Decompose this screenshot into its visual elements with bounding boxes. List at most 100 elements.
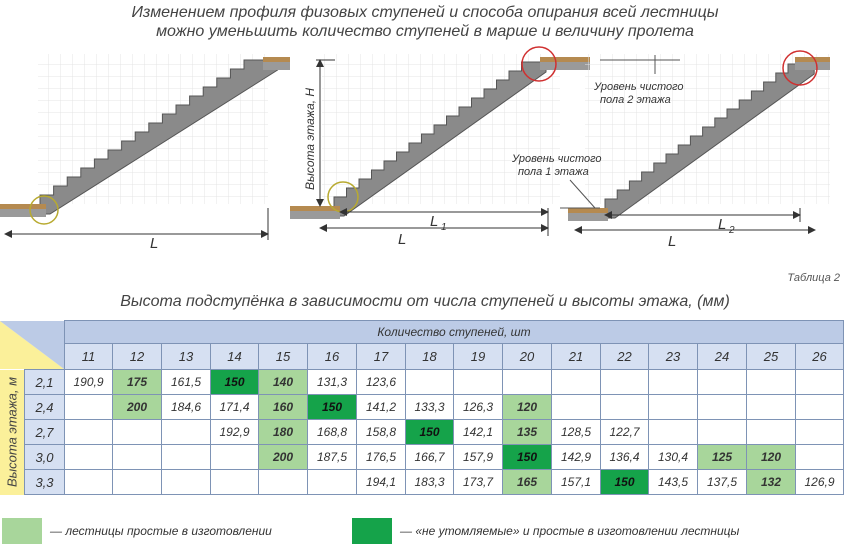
table-cell bbox=[551, 369, 601, 395]
column-header: 21 bbox=[551, 343, 601, 370]
row-header: 2,4 bbox=[24, 394, 65, 420]
column-header: 25 bbox=[746, 343, 796, 370]
table-cell: 168,8 bbox=[307, 419, 357, 445]
level-2-line-2: пола 2 этажа bbox=[600, 94, 671, 106]
table-cell: 141,2 bbox=[356, 394, 406, 420]
table-cell: 150 bbox=[502, 444, 552, 470]
table-cell: 173,7 bbox=[453, 469, 503, 495]
table-cell: 120 bbox=[746, 444, 796, 470]
row-header: 2,1 bbox=[24, 369, 65, 395]
table-cell: 143,5 bbox=[648, 469, 698, 495]
table-cell bbox=[795, 394, 844, 420]
table-cell: 150 bbox=[210, 369, 259, 395]
table-cell: 192,9 bbox=[210, 419, 259, 445]
table-row: Высота этажа, м 2,1 190,9 175 161,5 150 140 131… bbox=[0, 369, 844, 495]
table-cell: 150 bbox=[405, 419, 454, 445]
table-cell bbox=[161, 444, 211, 470]
table-cell bbox=[64, 419, 113, 445]
table-cell: 131,3 bbox=[307, 369, 357, 395]
table-cell: 158,8 bbox=[356, 419, 406, 445]
legend-dark-swatch bbox=[352, 518, 392, 544]
table-cell: 176,5 bbox=[356, 444, 406, 470]
table-cell bbox=[600, 369, 649, 395]
stair-diagrams: L Высота этажа, Н L L 1 L L 2 bbox=[0, 46, 830, 250]
table-cell: 157,1 bbox=[551, 469, 601, 495]
row-header: 3,3 bbox=[24, 469, 65, 495]
legend-light-swatch bbox=[2, 518, 42, 544]
column-header: 11 bbox=[64, 343, 113, 370]
column-header: 18 bbox=[405, 343, 454, 370]
row-group-header: Высота этажа, м bbox=[0, 369, 25, 495]
table-cell bbox=[697, 419, 747, 445]
level-2-annotation: Уровень чистого пола 2 этажа bbox=[593, 55, 684, 106]
table-cell bbox=[746, 369, 796, 395]
table-cell: 140 bbox=[258, 369, 308, 395]
table-cell: 150 bbox=[600, 469, 649, 495]
table-cell bbox=[210, 469, 259, 495]
table-cell: 187,5 bbox=[307, 444, 357, 470]
table-row: 3,0 200 187,5 176,5 166,7 157,9 150 142,9 136,4 1… bbox=[0, 444, 844, 470]
column-header: 12 bbox=[112, 343, 162, 370]
table-cell bbox=[697, 369, 747, 395]
table-cell bbox=[648, 394, 698, 420]
span-label-2b-sub: 1 bbox=[441, 222, 447, 233]
stair-diagram-3: L L 2 bbox=[568, 50, 830, 250]
table-caption: Таблица 2 bbox=[787, 272, 840, 284]
legend-light-text: — лестницы простые в изготовлении bbox=[50, 524, 272, 538]
table-cell bbox=[453, 369, 503, 395]
table-cell bbox=[210, 444, 259, 470]
table-row: 2,7 192,9 180 168,8 158,8 150 142,1 135 128,5 122… bbox=[0, 419, 844, 445]
column-header: 22 bbox=[600, 343, 649, 370]
table-cell: 132 bbox=[746, 469, 796, 495]
landing-highlight-circle-2 bbox=[521, 46, 557, 82]
column-group-header: Количество ступеней, шт bbox=[64, 320, 844, 344]
table-cell bbox=[795, 369, 844, 395]
table-cell bbox=[112, 469, 162, 495]
table-cell bbox=[795, 444, 844, 470]
table-cell: 165 bbox=[502, 469, 552, 495]
table-cell: 142,9 bbox=[551, 444, 601, 470]
table-cell: 133,3 bbox=[405, 394, 454, 420]
table-cell: 123,6 bbox=[356, 369, 406, 395]
stair-diagram-2: Высота этажа, Н L L 1 bbox=[290, 46, 590, 248]
level-1-annotation: Уровень чистого пола 1 этажа bbox=[511, 153, 602, 209]
span-label-1: L bbox=[150, 235, 158, 250]
riser-height-table: Количество ступеней, шт 11 12 13 14 15 16 17 18 1… bbox=[0, 320, 844, 495]
table-cell: 184,6 bbox=[161, 394, 211, 420]
table-cell: 128,5 bbox=[551, 419, 601, 445]
level-1-line-1: Уровень чистого bbox=[511, 153, 602, 165]
table-cell: 130,4 bbox=[648, 444, 698, 470]
row-group-label: Высота этажа, м bbox=[4, 376, 20, 488]
span-label-2: L bbox=[398, 231, 406, 248]
table-cell: 160 bbox=[258, 394, 308, 420]
column-header: 16 bbox=[307, 343, 357, 370]
legend-dark-text: — «не утомляемые» и простые в изготовлен… bbox=[400, 524, 740, 538]
table-cell bbox=[161, 419, 211, 445]
table-cell bbox=[64, 394, 113, 420]
column-header: 15 bbox=[258, 343, 308, 370]
table-cell bbox=[502, 369, 552, 395]
row-header: 3,0 bbox=[24, 444, 65, 470]
table-cell: 180 bbox=[258, 419, 308, 445]
column-header: 24 bbox=[697, 343, 747, 370]
table-cell: 166,7 bbox=[405, 444, 454, 470]
table-cell bbox=[112, 444, 162, 470]
span-label-3b: L bbox=[718, 216, 726, 233]
table-cell: 122,7 bbox=[600, 419, 649, 445]
span-label-2b: L bbox=[430, 213, 438, 230]
column-header: 26 bbox=[795, 343, 844, 370]
table-cell: 126,9 bbox=[795, 469, 844, 495]
table-cell bbox=[697, 394, 747, 420]
span-label-3b-sub: 2 bbox=[728, 225, 735, 236]
table-corner bbox=[0, 320, 65, 370]
table-cell: 126,3 bbox=[453, 394, 503, 420]
table-cell bbox=[112, 419, 162, 445]
table-cell bbox=[64, 469, 113, 495]
table-cell bbox=[405, 369, 454, 395]
column-header: 19 bbox=[453, 343, 503, 370]
table-cell bbox=[746, 394, 796, 420]
span-label-3: L bbox=[668, 233, 676, 250]
table-cell bbox=[551, 394, 601, 420]
table-title: Высота подступёнка в зависимости от числ… bbox=[120, 293, 730, 310]
column-header: 20 bbox=[502, 343, 552, 370]
